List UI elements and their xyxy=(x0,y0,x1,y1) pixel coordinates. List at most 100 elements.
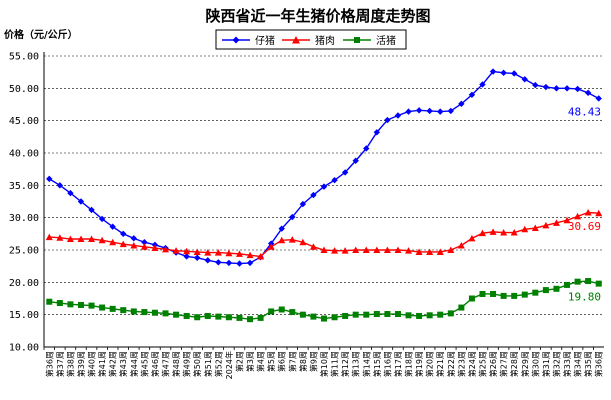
x-tick-label: 第17周 xyxy=(393,351,403,377)
data-point xyxy=(46,175,53,183)
data-point xyxy=(130,241,138,249)
data-point xyxy=(215,313,222,320)
data-point xyxy=(98,236,106,244)
data-point xyxy=(194,254,201,261)
data-point xyxy=(532,289,539,296)
x-tick-label: 第32周 xyxy=(551,351,561,377)
data-point xyxy=(426,248,434,255)
x-tick-label: 第11周 xyxy=(330,351,340,377)
x-tick-label: 第8周 xyxy=(298,351,308,372)
data-point xyxy=(56,182,64,189)
data-point xyxy=(183,253,190,260)
x-tick-label: 第25周 xyxy=(477,351,487,377)
data-point xyxy=(162,310,169,317)
x-tick-label: 第34周 xyxy=(573,351,583,377)
x-tick-label: 第30周 xyxy=(530,351,540,377)
data-point xyxy=(320,183,328,190)
x-tick-label: 第40周 xyxy=(87,351,97,377)
data-point xyxy=(479,290,486,297)
data-point xyxy=(151,244,159,252)
x-tick-label: 第37周 xyxy=(55,351,65,377)
data-point xyxy=(468,234,476,242)
data-point xyxy=(225,259,233,267)
data-point xyxy=(468,295,475,302)
x-tick-label: 第5周 xyxy=(266,351,276,372)
data-point xyxy=(162,245,170,253)
x-tick-label: 第27周 xyxy=(499,351,509,377)
y-tick-label: 55.00 xyxy=(9,52,39,63)
x-tick-label: 第28周 xyxy=(509,351,519,377)
data-point xyxy=(521,291,528,298)
data-point xyxy=(77,235,85,243)
data-point xyxy=(109,238,117,246)
data-point xyxy=(204,257,211,264)
data-point xyxy=(56,300,63,307)
data-point xyxy=(46,298,53,305)
x-tick-label: 第24周 xyxy=(467,351,477,377)
end-labels: 48.43 30.69 19.80 xyxy=(568,105,601,303)
data-point xyxy=(363,311,370,318)
data-point xyxy=(500,229,508,236)
y-tick-label: 40.00 xyxy=(9,149,39,160)
data-point xyxy=(584,208,592,216)
data-point xyxy=(331,247,339,254)
data-point xyxy=(458,304,465,311)
legend-label-piglet: 仔猪 xyxy=(255,35,275,47)
y-tick-label: 45.00 xyxy=(9,116,39,127)
legend-label-live-hog: 活猪 xyxy=(376,35,396,47)
data-point xyxy=(373,311,380,318)
x-tick-label: 第2周 xyxy=(234,351,244,372)
x-tick-label: 第51周 xyxy=(203,351,213,377)
data-point xyxy=(342,312,349,319)
data-point xyxy=(310,191,317,199)
data-point xyxy=(362,246,370,253)
data-point xyxy=(246,251,254,259)
data-point xyxy=(120,230,127,238)
x-tick-label: 第52周 xyxy=(213,351,223,377)
end-value-label: 19.80 xyxy=(568,291,601,304)
data-point xyxy=(310,313,317,320)
data-point xyxy=(45,233,53,241)
data-point xyxy=(204,249,212,256)
data-point xyxy=(77,301,84,308)
data-point xyxy=(278,306,285,313)
x-tick-label: 第41周 xyxy=(97,351,107,377)
x-tick-label: 第14周 xyxy=(361,351,371,377)
data-point xyxy=(352,311,359,318)
data-point xyxy=(394,246,402,253)
data-point xyxy=(542,83,550,91)
x-tick-label: 第49周 xyxy=(182,351,192,377)
data-point xyxy=(67,301,74,308)
data-point xyxy=(489,68,497,75)
data-point xyxy=(141,309,148,316)
y-axis-label: 价格（元/公斤） xyxy=(4,28,78,41)
x-tick-label: 第3周 xyxy=(245,351,255,372)
data-point xyxy=(373,129,381,136)
x-tick-label: 第36周 xyxy=(44,351,54,377)
data-point xyxy=(490,290,497,297)
data-point xyxy=(500,69,507,77)
data-point xyxy=(214,249,222,256)
data-point xyxy=(331,176,338,184)
data-point xyxy=(416,312,423,319)
x-tick-label: 第46周 xyxy=(150,351,160,377)
x-tick-label: 2024年 xyxy=(224,351,234,379)
data-point xyxy=(531,224,539,232)
y-tick-label: 10.00 xyxy=(9,343,39,354)
data-point xyxy=(140,243,148,250)
data-point xyxy=(542,287,549,294)
x-tick-label: 第39周 xyxy=(76,351,86,377)
data-point xyxy=(479,81,486,88)
data-point xyxy=(363,145,370,152)
chart-title: 陕西省近一年生猪价格周度走势图 xyxy=(205,7,430,25)
data-point xyxy=(257,252,265,260)
y-axis-ticks: 10.00 15.00 20.00 25.00 30.00 35.00 40.00 45.00… xyxy=(9,52,39,354)
x-tick-label: 第23周 xyxy=(456,351,466,377)
x-tick-label: 第26周 xyxy=(488,351,498,377)
data-point xyxy=(67,189,74,197)
data-point xyxy=(352,246,360,253)
data-point xyxy=(247,316,254,323)
x-tick-label: 第19周 xyxy=(414,351,424,377)
data-point xyxy=(215,259,222,266)
data-point xyxy=(426,107,433,115)
